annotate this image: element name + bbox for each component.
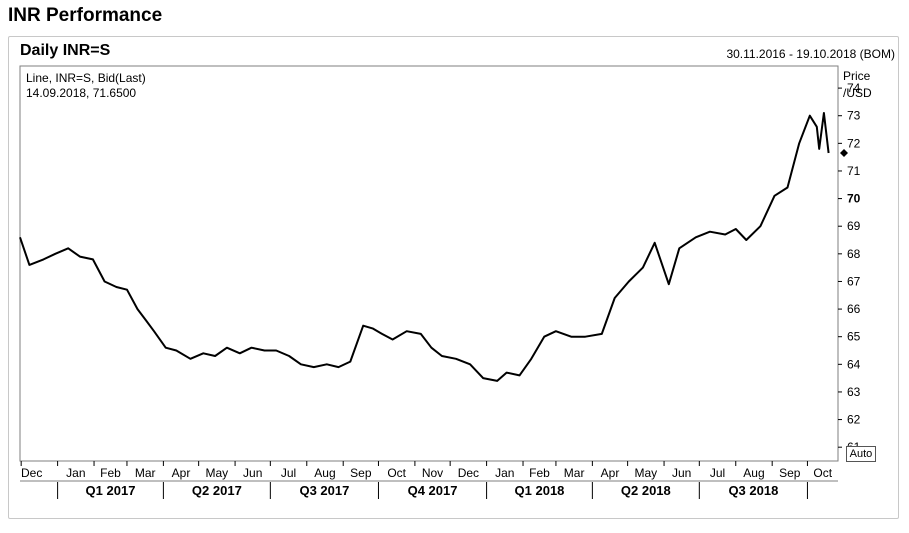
series-line xyxy=(19,112,830,382)
x-tick-label: Jul xyxy=(281,466,296,480)
x-tick-label: Feb xyxy=(529,466,550,480)
current-value-marker xyxy=(840,149,848,158)
y-tick-label: 70 xyxy=(847,192,861,206)
x-tick-label: Mar xyxy=(135,466,156,480)
x-tick-label: Nov xyxy=(422,466,443,480)
y-tick-label: 71 xyxy=(847,164,861,178)
y-tick-label: 74 xyxy=(847,81,861,95)
x-tick-label: Jan xyxy=(495,466,514,480)
x-tick-label: Mar xyxy=(564,466,585,480)
chart-legend: Line, INR=S, Bid(Last) 14.09.2018, 71.65… xyxy=(26,71,146,101)
x-tick-label: Oct xyxy=(813,466,832,480)
x-tick-label: Oct xyxy=(387,466,406,480)
page-title: INR Performance xyxy=(8,5,163,26)
y-tick-label: 69 xyxy=(847,219,861,233)
y-axis: 6162636465666768697071727374 xyxy=(838,81,861,454)
y-axis-caption: Price /USD xyxy=(843,68,872,102)
x-tick-label: Sep xyxy=(779,466,801,480)
quarter-label: Q2 2018 xyxy=(621,483,671,498)
quarter-label: Q4 2017 xyxy=(408,483,458,498)
x-tick-label: Jun xyxy=(672,466,691,480)
chart-title: Daily INR=S xyxy=(20,42,111,59)
quarter-label: Q3 2017 xyxy=(299,483,349,498)
quarter-axis: Q1 2017 Q2 2017 Q3 2017 Q4 2017 Q1 2018 Q2 20… xyxy=(57,482,808,499)
legend-value: 14.09.2018, 71.6500 xyxy=(26,86,137,100)
x-tick-label: Dec xyxy=(21,466,42,480)
quarter-label: Q2 2017 xyxy=(192,483,242,498)
y-axis-caption-price: Price xyxy=(843,69,871,83)
y-tick-label: 68 xyxy=(847,247,861,261)
y-tick-label: 64 xyxy=(847,357,861,371)
x-tick-label: Apr xyxy=(601,466,620,480)
x-tick-label: Jun xyxy=(243,466,262,480)
x-tick-label: May xyxy=(635,466,658,480)
x-tick-label: Aug xyxy=(743,466,764,480)
x-tick-label: Feb xyxy=(100,466,121,480)
plot-area xyxy=(19,65,839,462)
x-tick-label: Aug xyxy=(314,466,335,480)
quarter-label: Q1 2018 xyxy=(515,483,565,498)
series-layer xyxy=(19,112,830,382)
chart-panel xyxy=(8,36,899,519)
quarter-label: Q3 2018 xyxy=(728,483,778,498)
x-tick-label: Apr xyxy=(172,466,191,480)
y-tick-label: 72 xyxy=(847,136,861,150)
quarter-label: Q1 2017 xyxy=(86,483,136,498)
x-tick-label: May xyxy=(206,466,229,480)
x-tick-label: Jul xyxy=(710,466,725,480)
y-tick-label: 65 xyxy=(847,330,861,344)
x-tick-label: Dec xyxy=(458,466,479,480)
x-tick-label: Sep xyxy=(350,466,372,480)
x-axis: Dec Jan Feb Mar Apr May Jun Jul Aug Sep Oct Nov Dec J… xyxy=(20,461,833,480)
date-range: 30.11.2016 - 19.10.2018 (BOM) xyxy=(726,47,895,61)
y-axis-caption-unit: /USD xyxy=(843,86,872,100)
y-tick-label: 66 xyxy=(847,302,861,316)
y-tick-label: 67 xyxy=(847,274,861,288)
y-tick-label: 62 xyxy=(847,413,861,427)
x-tick-label: Jan xyxy=(66,466,85,480)
auto-scale-button[interactable]: Auto xyxy=(846,446,876,462)
legend-series: Line, INR=S, Bid(Last) xyxy=(26,71,146,85)
y-tick-label: 73 xyxy=(847,109,861,123)
y-tick-label: 63 xyxy=(847,385,861,399)
